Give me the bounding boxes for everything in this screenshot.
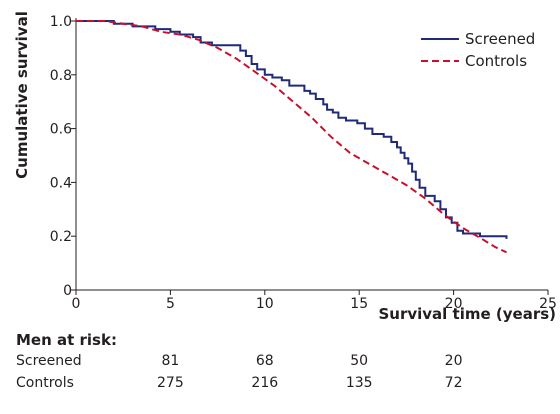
y-axis-label: Cumulative survival bbox=[13, 11, 31, 179]
legend-label-controls: Controls bbox=[465, 52, 527, 70]
series-layer bbox=[76, 20, 508, 254]
risk-cell: 81 bbox=[161, 353, 180, 369]
survival-chart: Cumulative survival Survival time (years… bbox=[13, 11, 557, 323]
risk-row-label-controls: Controls bbox=[16, 375, 74, 391]
x-tick-label: 15 bbox=[350, 296, 368, 312]
risk-cell: 135 bbox=[345, 375, 373, 391]
series-line-screened bbox=[76, 20, 508, 239]
x-axis-label: Survival time (years) bbox=[378, 305, 556, 323]
y-tick-label: 0.2 bbox=[50, 229, 72, 245]
axes: 0 5 10 15 20 25 0 0.2 0.4 0.6 0.8 1.0 bbox=[50, 14, 557, 312]
x-tick-label: 0 bbox=[72, 296, 81, 312]
risk-cell: 20 bbox=[444, 353, 463, 369]
risk-cell: 216 bbox=[251, 375, 279, 391]
x-tick-label: 20 bbox=[445, 296, 463, 312]
y-tick-label: 0 bbox=[63, 283, 72, 299]
series-line-controls bbox=[76, 20, 507, 254]
legend-label-screened: Screened bbox=[465, 30, 535, 48]
x-tick-label: 25 bbox=[539, 296, 557, 312]
y-tick-label: 0.4 bbox=[50, 175, 72, 191]
x-tick-label: 5 bbox=[166, 296, 175, 312]
risk-cell: 68 bbox=[255, 353, 274, 369]
legend: Screened Controls bbox=[421, 30, 535, 70]
risk-cell: 72 bbox=[444, 375, 463, 391]
x-tick-label: 10 bbox=[256, 296, 274, 312]
risk-table-title: Men at risk: bbox=[16, 331, 117, 349]
risk-cell: 50 bbox=[350, 353, 369, 369]
risk-cell: 275 bbox=[157, 375, 184, 391]
y-tick-label: 0.6 bbox=[50, 122, 72, 138]
y-tick-label: 0.8 bbox=[50, 68, 72, 84]
risk-row-label-screened: Screened bbox=[16, 353, 82, 369]
y-tick-label: 1.0 bbox=[50, 14, 72, 30]
